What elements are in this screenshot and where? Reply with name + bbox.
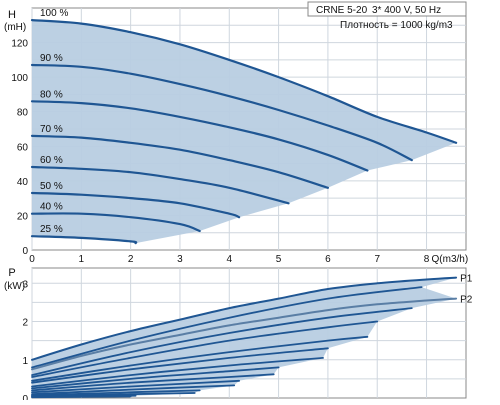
power-chart-ticks: 0 1 2 3 — [22, 279, 28, 405]
power-curve-7 — [31, 347, 329, 384]
density-label: Плотность = 1000 kg/m3 — [340, 20, 453, 31]
flow-tick-label: 4 — [226, 254, 232, 265]
head-axis-unit: (mH) — [4, 22, 26, 33]
series-label-70-pct: 70 % — [40, 124, 63, 135]
power-curve-12 — [31, 384, 236, 396]
head-chart-ticks: 0 20 40 60 80 100 120 0 1 2 3 4 5 6 7 8 — [11, 39, 429, 265]
pump-model-title: CRNE 5-20 — [316, 5, 368, 16]
power-curve-6 — [31, 335, 369, 382]
head-curve-50-pct — [30, 191, 241, 219]
flow-tick-label: 3 — [177, 254, 183, 265]
power-axis-unit: (kW) — [4, 281, 25, 292]
power-tick-label: 2 — [22, 318, 28, 329]
power-chart-series-labels: P1 P2 — [460, 274, 473, 306]
head-tick-label: 80 — [17, 108, 29, 119]
power-curve-4 — [31, 307, 413, 376]
head-tick-label: 100 — [11, 73, 28, 84]
head-tick-label: 40 — [17, 177, 29, 188]
head-tick-label: 120 — [11, 39, 28, 50]
head-axis-label: H — [8, 9, 16, 21]
series-label-50-pct: 50 % — [40, 181, 63, 192]
head-chart-series-labels: 100 % 90 % 80 % 70 % 60 % 50 % 40 % 25 % — [40, 8, 68, 235]
head-tick-label: 20 — [17, 211, 29, 222]
power-curve-5 — [31, 320, 379, 378]
head-curve-90-pct — [30, 63, 413, 162]
pump-supply-subtitle: 3* 400 V, 50 Hz — [372, 5, 441, 16]
power-curve-16 — [31, 395, 132, 399]
power-chart: P1 P2 0 1 2 3 P (kW) — [4, 267, 473, 405]
series-label-100-pct: 100 % — [40, 8, 68, 19]
power-curve-9 — [31, 366, 280, 390]
flow-tick-label: 7 — [374, 254, 380, 265]
pump-info-box: CRNE 5-20 3* 400 V, 50 Hz Плотность = 10… — [307, 1, 467, 31]
power-curve-8 — [31, 357, 324, 388]
head-curve-25-pct — [30, 235, 138, 245]
flow-tick-label: 2 — [128, 254, 134, 265]
flow-tick-label: 8 — [424, 254, 430, 265]
series-label-25-pct: 25 % — [40, 224, 63, 235]
series-label-90-pct: 90 % — [40, 53, 63, 64]
power-curve-10 — [31, 373, 275, 392]
series-label-40-pct: 40 % — [40, 202, 63, 213]
power-tick-label: 1 — [22, 356, 28, 367]
power-curve-13 — [31, 389, 201, 397]
flow-tick-label: 6 — [325, 254, 331, 265]
power-series-label-p1: P1 — [460, 274, 473, 285]
head-curve-100-pct — [30, 19, 458, 144]
series-label-80-pct: 80 % — [40, 89, 63, 100]
series-label-60-pct: 60 % — [40, 155, 63, 166]
head-tick-label: 60 — [17, 142, 29, 153]
pump-title-box — [307, 1, 467, 17]
power-curve-p1 — [31, 276, 458, 361]
flow-tick-label: 1 — [79, 254, 85, 265]
head-chart: 100 %90 %80 %70 %60 %50 %40 %25 % 020406… — [4, 1, 469, 265]
head-curve-40-pct — [30, 212, 201, 233]
head-curve-60-pct — [30, 165, 290, 205]
power-curve-3 — [31, 286, 423, 369]
flow-tick-label: 5 — [276, 254, 282, 265]
power-curve-11 — [31, 379, 240, 394]
head-curve-70-pct — [30, 134, 329, 189]
power-curve-14 — [31, 392, 196, 397]
flow-axis-label: Q(m3/h) — [432, 254, 469, 265]
power-tick-label: 3 — [22, 279, 28, 290]
power-axis-label: P — [8, 267, 15, 279]
power-series-label-p2: P2 — [460, 295, 473, 306]
flow-tick-label: 0 — [29, 254, 35, 265]
power-curve-p2 — [31, 297, 458, 371]
head-curve-80-pct — [30, 100, 369, 172]
power-chart-series — [31, 276, 458, 399]
head-chart-series — [30, 19, 458, 245]
head-tick-label: 0 — [22, 246, 28, 257]
power-tick-label: 0 — [22, 394, 28, 400]
